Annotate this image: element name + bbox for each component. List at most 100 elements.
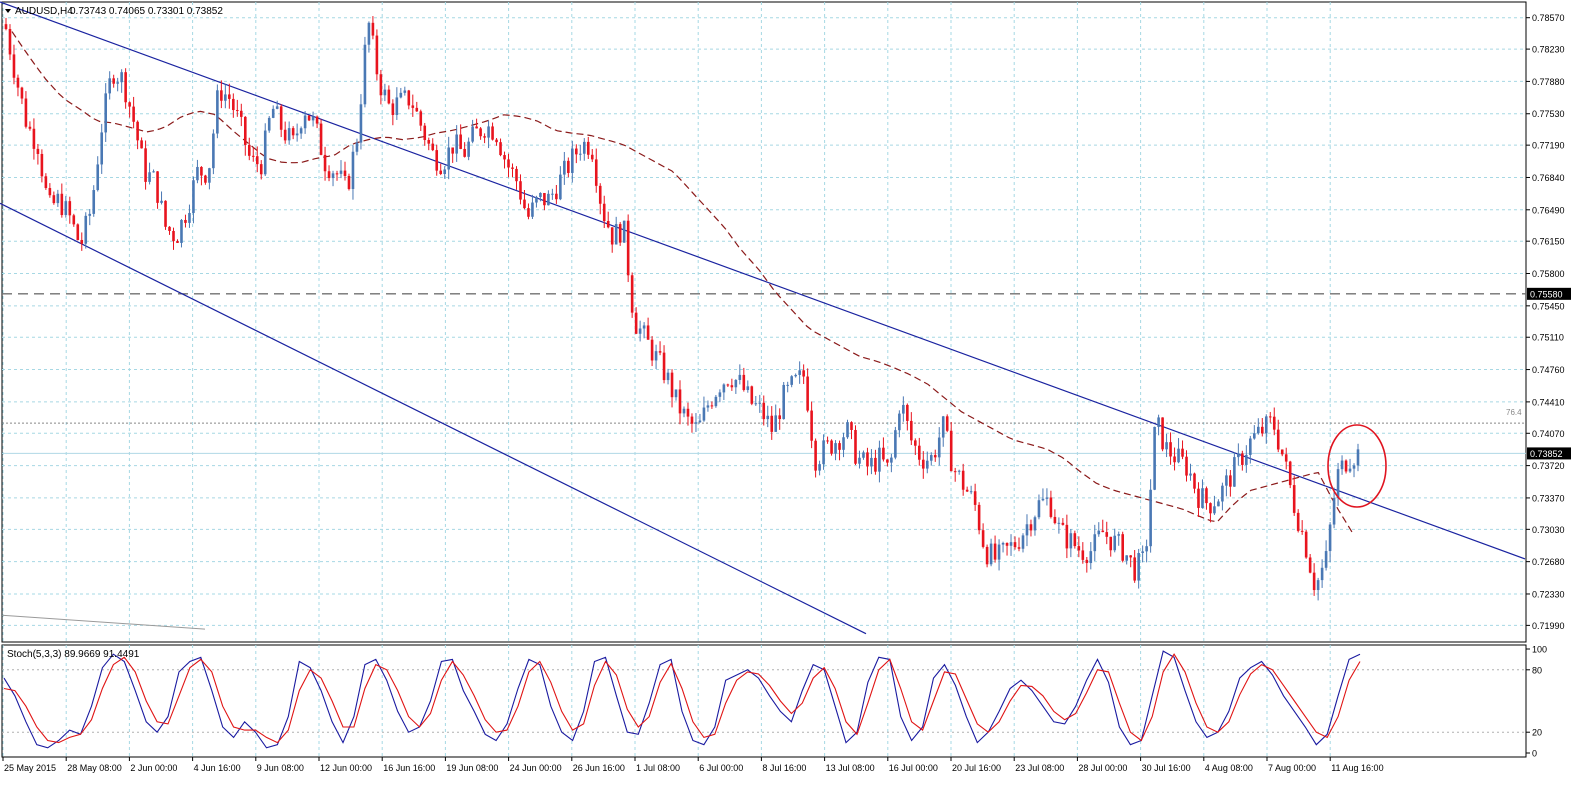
candle-body [830,440,833,454]
candle-body [407,90,411,106]
candle-body [291,128,295,136]
candle-body [515,168,518,182]
candle-body [770,415,774,432]
candle-body [112,78,115,84]
candle-body [866,452,869,467]
candle-body [774,415,778,432]
stochastic-panel[interactable] [1,644,1527,758]
candle-body [88,213,92,216]
candle-body [634,312,638,334]
candle-body [579,153,582,155]
candle-body [798,370,801,375]
price-tick-label: 0.76150 [1532,237,1565,247]
stochastic-title: Stoch(5,3,3) 89.9669 91.4491 [7,649,140,660]
candle-body [874,457,877,472]
faint-trend-line [1,614,206,630]
candle-body [224,94,227,101]
channel-lower-line [0,202,867,635]
candle-body [662,352,666,381]
candle-body [563,160,566,175]
candle-body [259,164,263,175]
candle-body [738,374,742,380]
stoch-lines [3,650,1361,749]
candle-body [156,171,159,203]
dropdown-arrow-icon[interactable] [5,9,11,13]
candle-body [682,408,686,414]
candle-body [251,155,255,157]
time-tick-label: 19 Jun 08:00 [446,763,498,773]
candle-body [1169,442,1172,457]
candle-body [255,156,259,165]
level-price-box [1527,287,1571,300]
candle-body [72,215,76,225]
candle-body [395,97,399,115]
candle-body [1125,555,1128,561]
price-tick-label: 0.74760 [1532,365,1565,375]
candle-body [965,489,969,492]
candle-body [463,148,466,157]
time-tick-label: 25 May 2015 [4,763,56,773]
candle-body [383,89,387,96]
channel-upper-line [0,1,1526,560]
candle-body [1073,533,1077,547]
candle-body [666,372,670,381]
candle-body [822,440,825,465]
candle-body [172,230,175,242]
candle-body [483,136,486,138]
candle-body [1065,524,1069,549]
candle-body [339,170,343,174]
candle-body [196,166,199,181]
candle-body [136,121,139,141]
candle-body [1013,542,1017,548]
candle-body [1217,501,1220,507]
price-tick-label: 0.75450 [1532,301,1565,311]
candle-body [870,457,873,467]
stoch-tick-label: 100 [1532,645,1547,655]
candle-body [754,403,758,405]
candle-body [902,404,905,414]
candle-body [116,82,119,84]
candle-body [64,201,68,216]
candle-body [1213,506,1216,514]
candle-body [1336,469,1340,499]
candle-body [674,389,678,398]
candle-body [1161,417,1164,450]
candle-body [993,543,997,560]
price-tick-label: 0.72680 [1532,557,1565,567]
level-price-label: 0.75580 [1530,289,1563,299]
candle-body [56,193,60,204]
candle-body [1221,485,1224,502]
candle-body [164,200,167,227]
time-tick-label: 26 Jun 16:00 [573,763,625,773]
candle-body [299,128,303,134]
candle-body [1153,426,1156,490]
candle-body [890,457,893,463]
candle-body [1145,546,1148,552]
trend-channel[interactable] [0,1,1526,635]
candle-body [44,176,48,189]
candle-body [638,328,642,334]
candle-body [690,416,694,424]
candle-body [271,108,275,118]
candle-body [343,170,347,176]
candle-body [511,167,514,169]
candle-body [68,201,72,216]
candle-body [1045,497,1049,499]
candle-body [387,89,391,104]
candle-body [730,385,734,388]
candle-body [575,148,578,155]
candle-body [1344,460,1348,472]
candle-body [236,110,239,112]
stoch-tick-label: 0 [1532,749,1537,759]
candle-body [547,193,550,206]
candle-body [543,192,546,206]
candles [4,16,1360,601]
candle-body [403,90,407,93]
candle-body [523,199,526,209]
candle-body [168,226,171,231]
stoch-signal-line [3,653,1361,744]
candle-body [698,420,702,423]
candle-body [1284,454,1288,462]
candle-body [1141,551,1144,554]
candle-body [945,416,949,431]
